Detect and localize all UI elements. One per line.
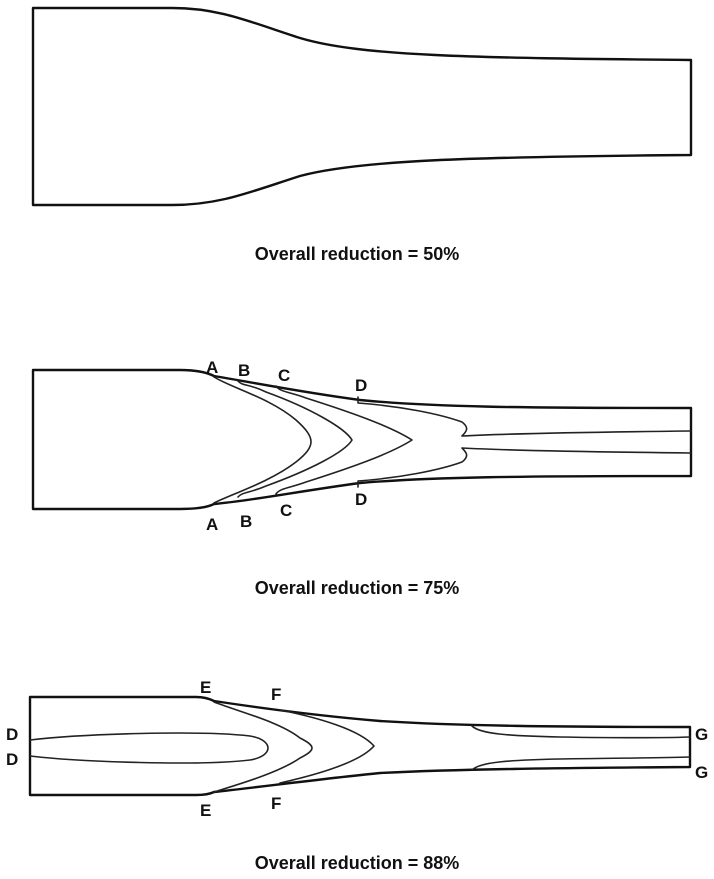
label-e-top: E xyxy=(200,678,211,697)
label-d-left-top: D xyxy=(6,725,18,744)
flow-line-d-inner xyxy=(29,732,269,764)
label-b-top: B xyxy=(238,361,250,380)
flow-line-g-bottom xyxy=(471,756,691,771)
caption-75: Overall reduction = 75% xyxy=(255,578,460,598)
label-f-bottom: F xyxy=(271,794,281,813)
label-b-bottom: B xyxy=(240,512,252,531)
caption-88: Overall reduction = 88% xyxy=(255,853,460,873)
label-c-bottom: C xyxy=(280,501,292,520)
billet-outline-88 xyxy=(28,695,692,797)
flow-line-f xyxy=(279,709,375,784)
flow-line-a xyxy=(213,376,312,504)
billet-outline-50 xyxy=(31,6,693,207)
flow-line-d-bottom xyxy=(357,447,692,488)
label-c-top: C xyxy=(278,366,290,385)
label-d-left-bottom: D xyxy=(6,750,18,769)
flow-line-b xyxy=(237,380,353,498)
panel-88-percent: D D E F E F G G Overall reduction = 88% xyxy=(6,678,708,873)
billet-outline-75 xyxy=(31,368,693,511)
panel-75-percent: A B C D A B C D Overall reduction = 75% xyxy=(31,358,693,598)
label-g-bottom: G xyxy=(695,763,708,782)
label-d-top: D xyxy=(355,376,367,395)
flow-line-g-top xyxy=(471,725,691,739)
label-a-top: A xyxy=(206,358,218,377)
flow-line-e xyxy=(213,701,313,793)
label-e-bottom: E xyxy=(200,801,211,820)
label-f-top: F xyxy=(271,685,281,704)
flow-line-c xyxy=(275,385,413,495)
label-g-top: G xyxy=(695,725,708,744)
label-a-bottom: A xyxy=(206,515,218,534)
label-d-bottom: D xyxy=(355,490,367,509)
caption-50: Overall reduction = 50% xyxy=(255,244,460,264)
flow-line-d-top xyxy=(357,396,692,437)
panel-50-percent: Overall reduction = 50% xyxy=(31,6,693,264)
